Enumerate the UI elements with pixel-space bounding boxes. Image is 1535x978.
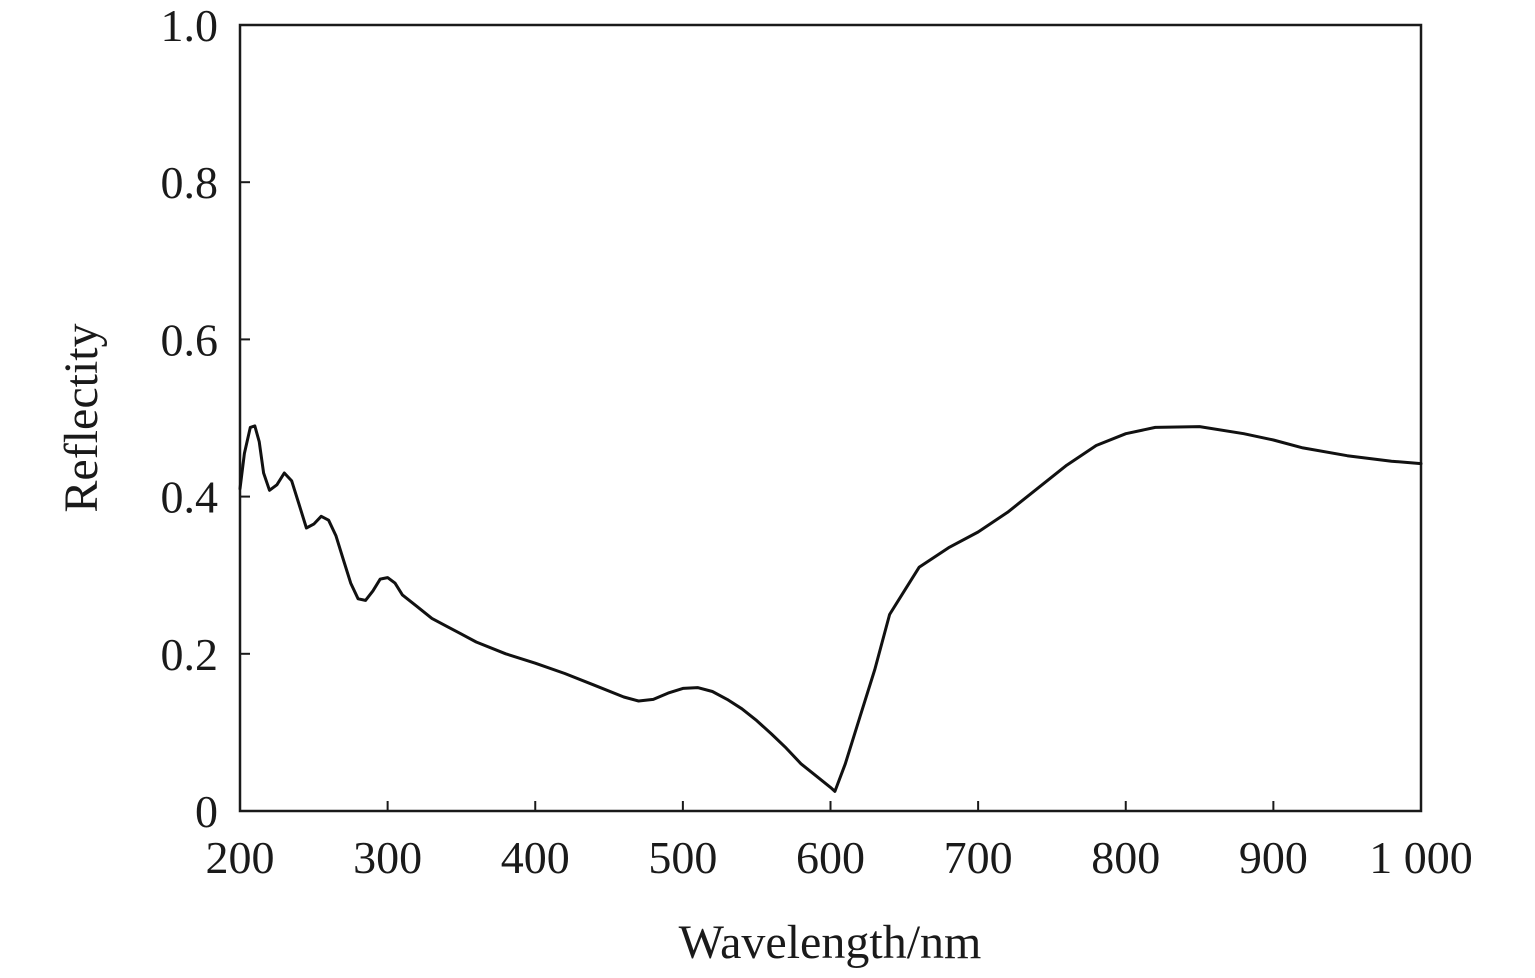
x-axis: 200 300 400 500 600 700 800 900 1 000: [206, 801, 1473, 883]
y-tick-label: 0.6: [161, 314, 219, 365]
y-tick-label: 0.2: [161, 629, 219, 680]
x-tick-label: 800: [1091, 832, 1160, 883]
x-tick-label: 500: [648, 832, 717, 883]
plot-frame: [238, 23, 1423, 813]
x-tick-label: 400: [501, 832, 570, 883]
reflectance-series-line: [238, 424, 1423, 793]
x-axis-title: Wavelength/nm: [679, 916, 982, 969]
y-tick-label: 0: [195, 786, 218, 837]
x-tick-label: 700: [944, 832, 1013, 883]
y-tick-label: 1.0: [161, 0, 219, 51]
y-tick-label: 0.8: [161, 157, 219, 208]
y-axis: 0 0.2 0.4 0.6 0.8 1.0: [161, 0, 250, 837]
x-tick-label: 200: [206, 832, 275, 883]
y-tick-label: 0.4: [161, 472, 219, 523]
x-tick-label: 300: [353, 832, 422, 883]
x-tick-label: 1 000: [1369, 832, 1473, 883]
x-tick-label: 600: [796, 832, 865, 883]
y-axis-title: Reflectity: [55, 323, 108, 512]
x-tick-label: 900: [1239, 832, 1308, 883]
